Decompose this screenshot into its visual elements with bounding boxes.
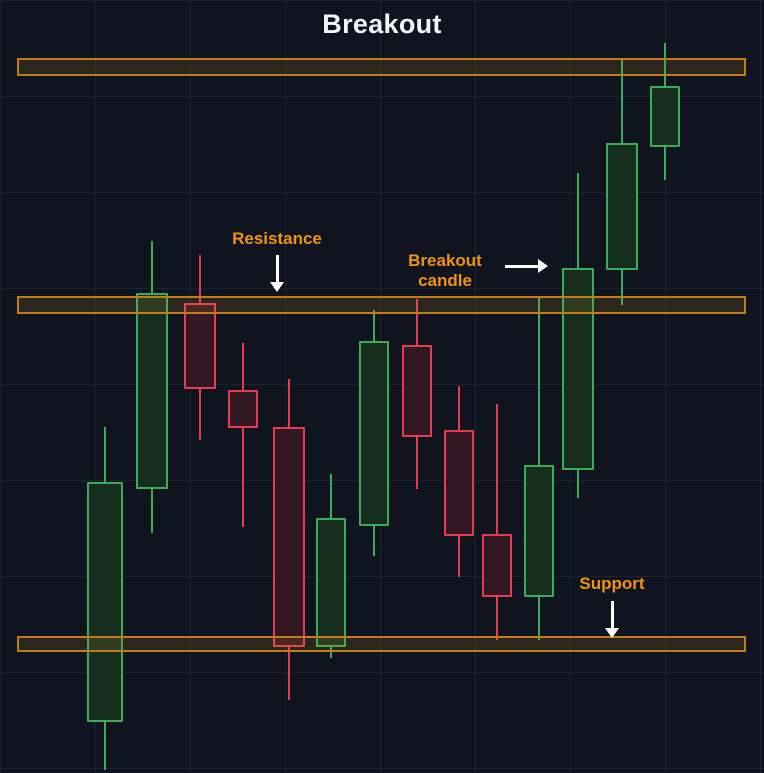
arrow-shaft bbox=[275, 255, 279, 282]
level-band-support bbox=[17, 636, 746, 652]
chart-title: Breakout bbox=[322, 9, 442, 39]
candle-body-up bbox=[562, 268, 594, 470]
arrow-shaft bbox=[610, 601, 614, 628]
candle-body-up bbox=[136, 293, 168, 489]
candle-body-down bbox=[482, 534, 512, 597]
candle-body-up bbox=[359, 341, 389, 526]
candle-wick-down bbox=[242, 343, 244, 527]
arrow-head bbox=[270, 282, 284, 292]
level-band-resistance bbox=[17, 296, 746, 314]
arrow-head bbox=[605, 628, 619, 638]
candle-body-up bbox=[524, 465, 554, 597]
candle-body-down bbox=[228, 390, 258, 428]
resistance-label: Resistance bbox=[232, 229, 322, 248]
resistance-arrow-down-icon bbox=[270, 255, 284, 292]
breakout-arrow-right-icon bbox=[505, 259, 548, 273]
candle-body-up bbox=[606, 143, 638, 270]
support-arrow-down-icon bbox=[605, 601, 619, 638]
candle-body-down bbox=[402, 345, 432, 437]
support-label: Support bbox=[579, 574, 645, 593]
breakout-candle-label: Breakout candle bbox=[408, 251, 482, 290]
candle-body-down bbox=[273, 427, 305, 647]
candle-body-up bbox=[650, 86, 680, 147]
candle-body-down bbox=[184, 303, 216, 389]
candle-body-up bbox=[87, 482, 123, 722]
candle-wick-down bbox=[496, 404, 498, 640]
candle-body-up bbox=[316, 518, 346, 647]
candle-body-down bbox=[444, 430, 474, 536]
arrow-head bbox=[538, 259, 548, 273]
arrow-shaft bbox=[505, 264, 538, 268]
level-band-upper-level bbox=[17, 58, 746, 76]
